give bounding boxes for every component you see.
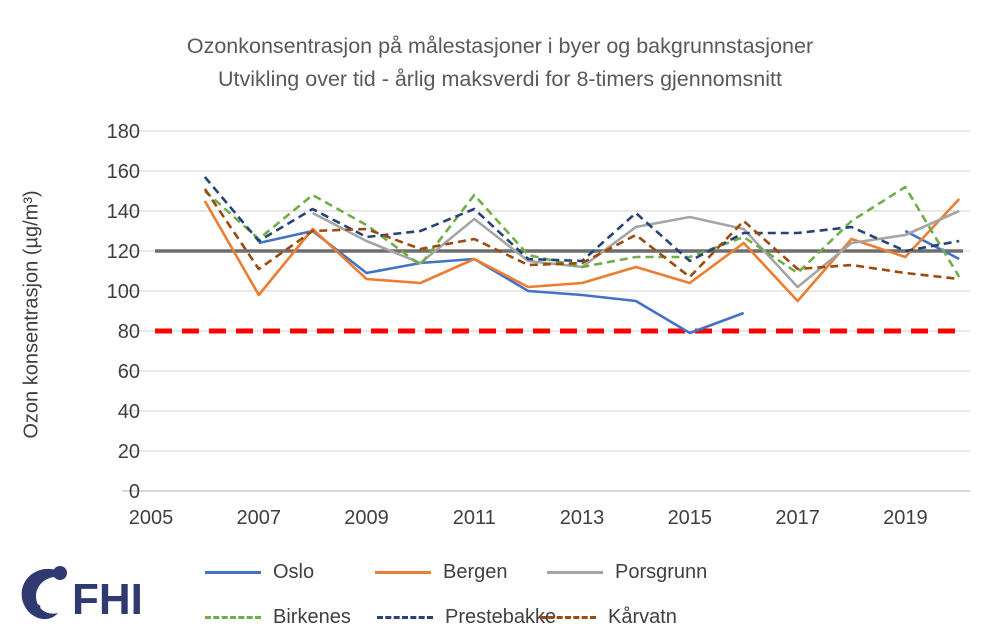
fhi-logo-mark [21,566,67,620]
legend-item-porsgrunn: Porsgrunn [547,561,707,583]
y-tick-label-120: 120 [107,241,140,263]
x-tick-label-2019: 2019 [883,507,928,529]
karvatn-line-swatch [540,615,596,619]
legend-item-oslo: Oslo [205,561,314,583]
series-line-bergen [203,198,961,303]
y-tick-label-0: 0 [129,481,140,503]
legend-item-bergen: Bergen [375,561,508,583]
y-tick-label-60: 60 [118,361,140,383]
series-line-prestebakke [203,176,960,263]
oslo-line-swatch [205,570,261,574]
series-line-porsgrunn [312,209,960,289]
porsgrunn-line-swatch [547,570,603,574]
legend-item-karvatn: Kårvatn [540,606,677,628]
y-tick-label-180: 180 [107,121,140,143]
x-tick-label-2011: 2011 [453,507,496,529]
legend-item-birkenes: Birkenes [205,606,351,628]
y-axis-title: Ozon konsentrasjon (µg/m³) [20,190,43,439]
x-tick-label-2017: 2017 [775,507,820,529]
fhi-logo: FHI [21,566,140,624]
chart-title-line2: Utvikling over tid - årlig maksverdi for… [218,67,782,91]
x-tick-label-2007: 2007 [237,507,282,529]
series-line-kårvatn [203,188,960,281]
legend-item-prestebakke: Prestebakke [377,606,556,628]
bergen-line-swatch [375,570,431,574]
legend-label-prestebakke: Prestebakke [445,605,557,628]
legend-label-birkenes: Birkenes [273,605,351,628]
chart-title: Ozonkonsentrasjon på målestasjoner i bye… [0,30,1000,96]
chart-title-line1: Ozonkonsentrasjon på målestasjoner i bye… [186,34,814,58]
legend-label-bergen: Bergen [443,560,508,583]
y-tick-label-80: 80 [118,321,140,343]
x-tick-label-2009: 2009 [344,507,389,529]
prestebakke-line-swatch [377,615,433,619]
birkenes-line-swatch [205,615,261,619]
y-tick-label-100: 100 [107,281,140,303]
series-line-birkenes [204,185,961,278]
y-tick-label-20: 20 [118,441,140,463]
legend-label-karvatn: Kårvatn [608,605,677,628]
x-tick-label-2005: 2005 [129,507,174,529]
y-tick-label-140: 140 [107,201,140,223]
fhi-logo-text: FHI [72,575,140,624]
y-tick-label-160: 160 [107,161,140,183]
legend-label-oslo: Oslo [273,560,315,583]
x-tick-label-2013: 2013 [560,507,605,529]
y-tick-label-40: 40 [118,401,140,423]
legend-label-porsgrunn: Porsgrunn [615,560,708,583]
x-tick-label-2015: 2015 [668,507,713,529]
